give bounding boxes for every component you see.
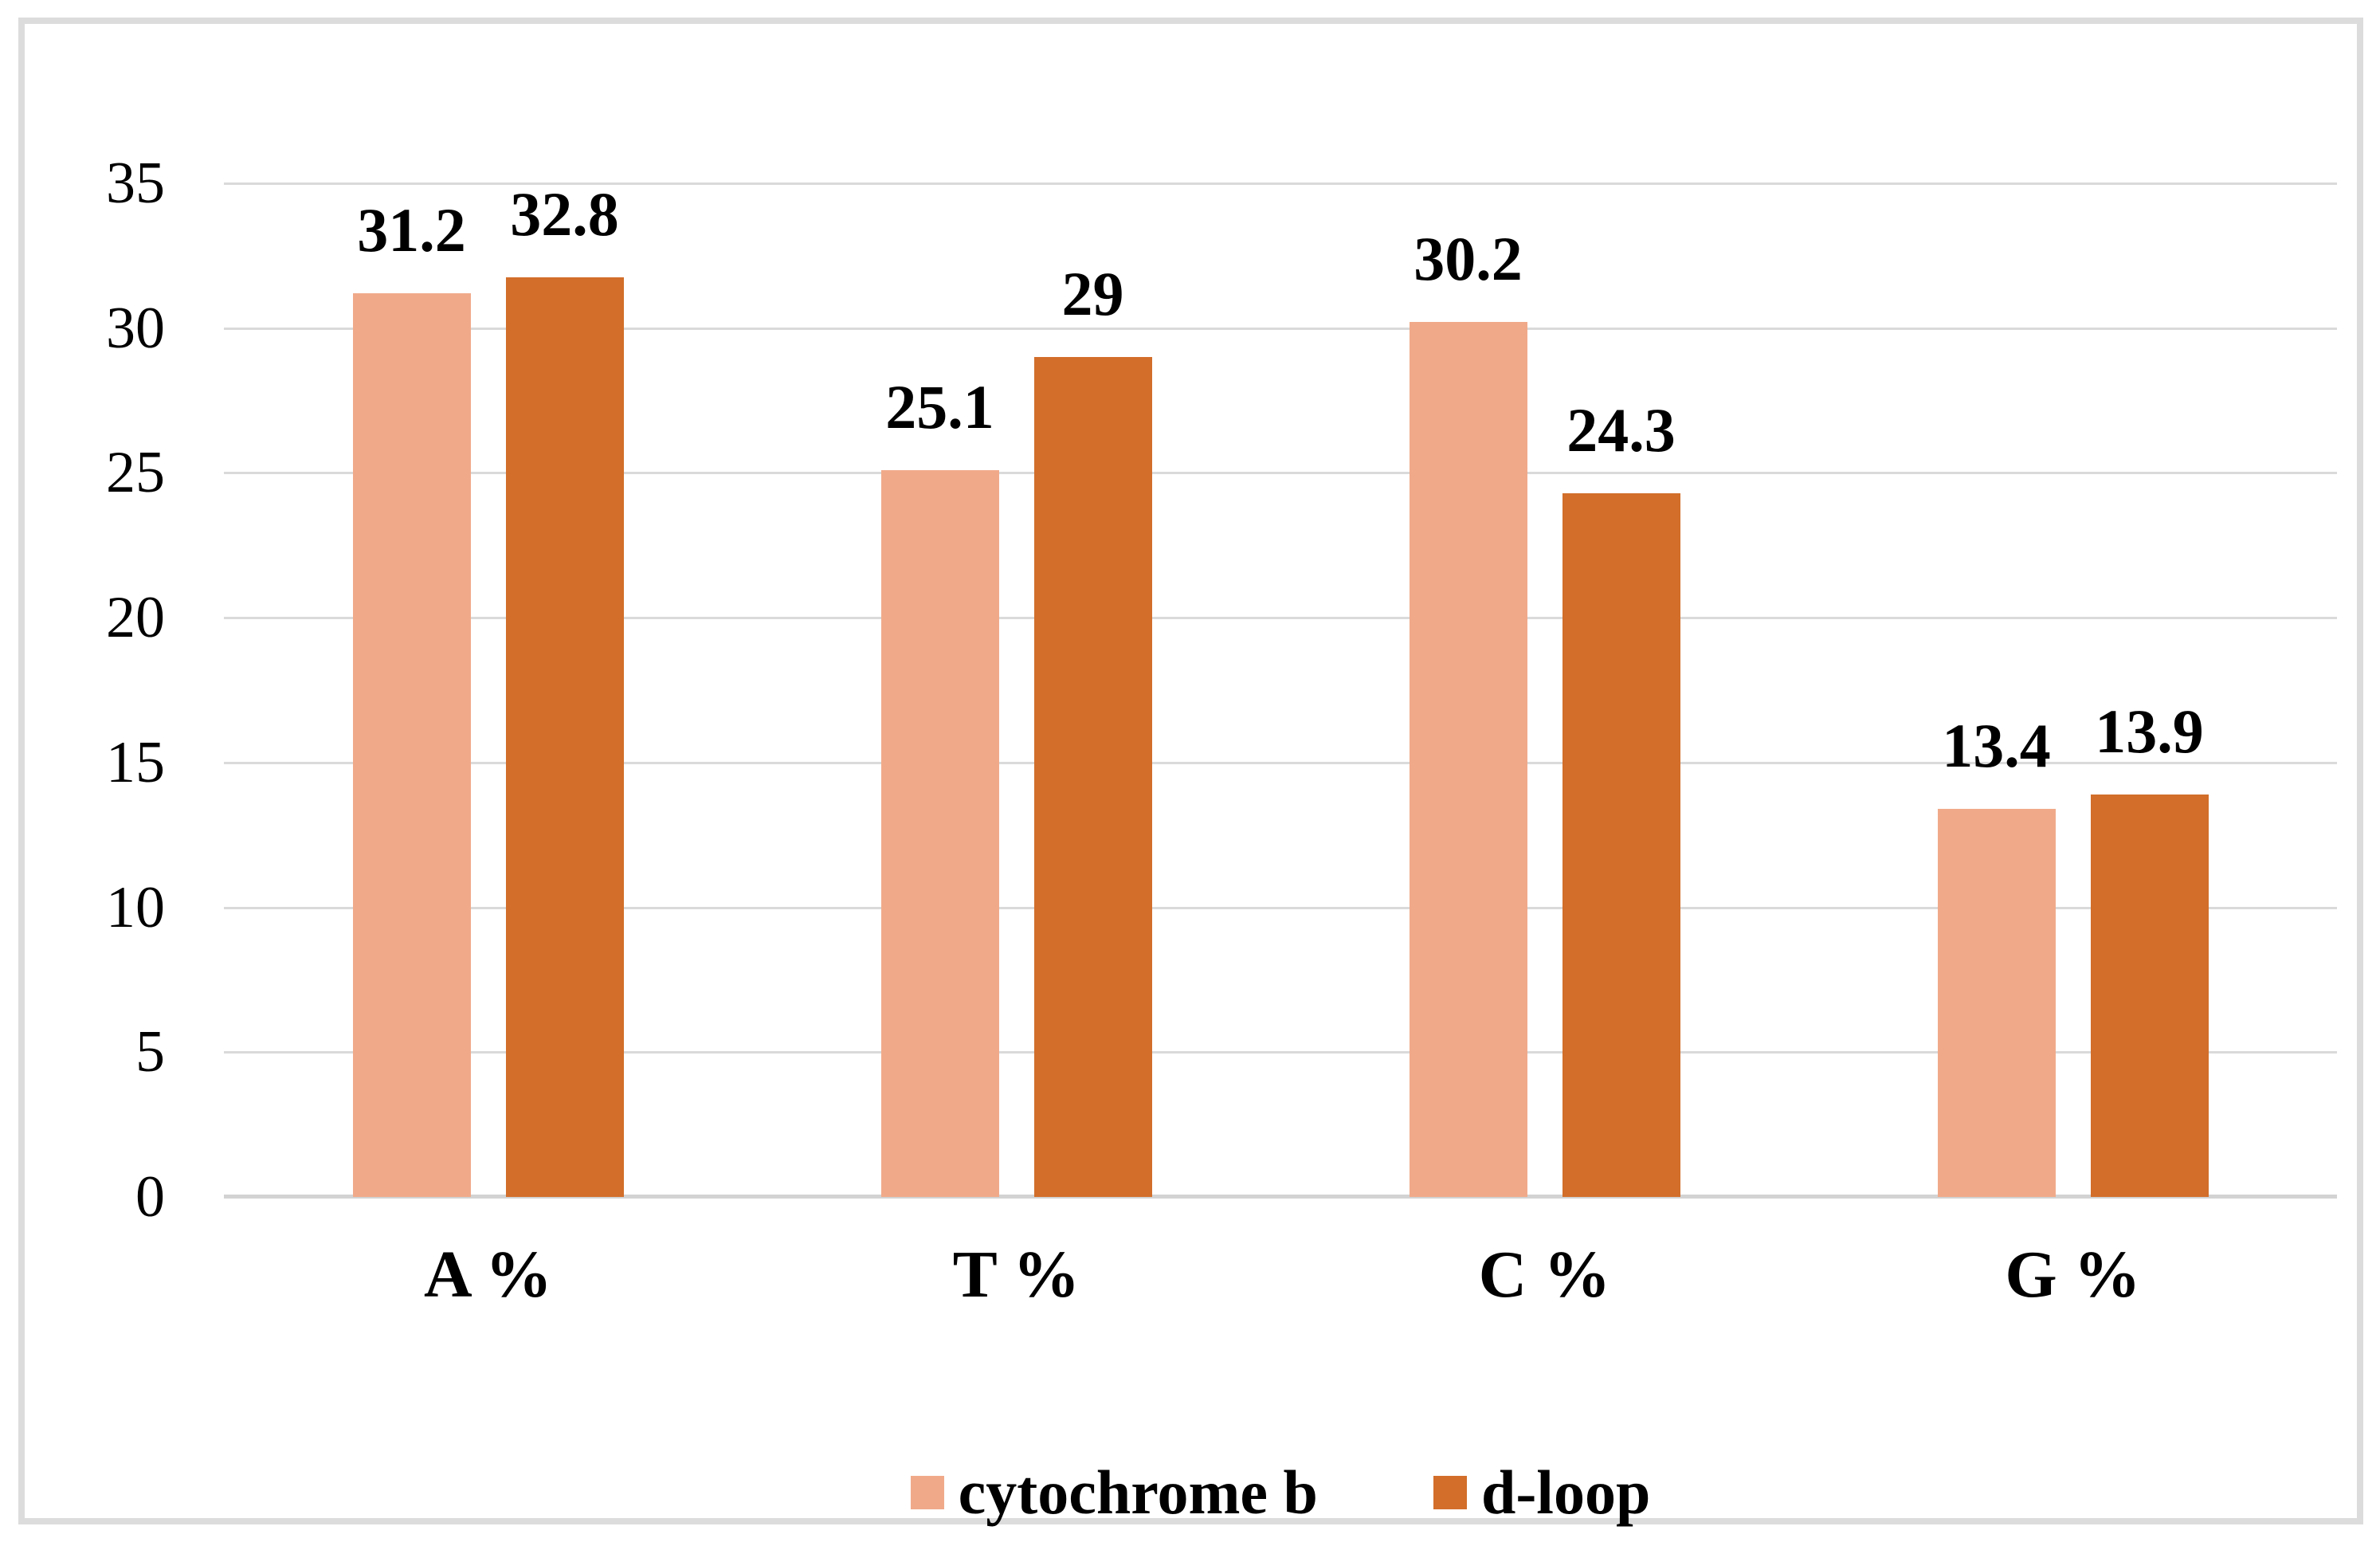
x-axis-labels: A % T % C % G % [224, 1242, 2337, 1309]
bar-with-label: 31.2 [352, 183, 471, 1197]
legend-swatch-cytochrome-b [910, 1476, 944, 1509]
gridline [224, 182, 2337, 185]
bar-value-label: 30.2 [1413, 224, 1523, 294]
bar [352, 293, 471, 1197]
legend-label: d-loop [1480, 1458, 1651, 1527]
chart-frame: 0 5 10 15 20 25 30 35 31.2 32.8 25.1 29 30.2 24.3 13.… [18, 18, 2363, 1524]
y-tick-label: 15 [106, 729, 165, 795]
y-tick-label: 10 [106, 874, 165, 940]
y-axis: 0 5 10 15 20 25 30 35 [25, 151, 165, 1229]
bar-value-label: 29 [1061, 259, 1124, 329]
gridline [224, 1195, 2337, 1199]
y-tick-label: 30 [106, 295, 165, 361]
bar-value-label: 32.8 [510, 179, 619, 249]
bar-with-label: 25.1 [880, 183, 999, 1197]
bar [505, 277, 624, 1197]
bar [1409, 322, 1527, 1197]
y-tick-label: 20 [106, 585, 165, 651]
bar-value-label: 31.2 [357, 195, 466, 265]
bar-groups: 31.2 32.8 25.1 29 30.2 24.3 13.4 13.9 [224, 183, 2337, 1197]
y-tick-label: 25 [106, 440, 165, 506]
x-category-label: A % [423, 1238, 553, 1312]
gridline [224, 327, 2337, 330]
bar-value-label: 13.9 [2095, 696, 2204, 766]
gridline [224, 761, 2337, 764]
x-category-label: C % [1478, 1238, 1611, 1312]
legend-item-cytochrome-b: cytochrome b [910, 1458, 1318, 1527]
bar-with-label: 13.9 [2090, 183, 2209, 1197]
y-tick-label: 0 [135, 1164, 165, 1230]
bar [1937, 809, 2056, 1197]
bar-with-label: 13.4 [1937, 183, 2056, 1197]
y-tick-label: 35 [106, 151, 165, 216]
bar-with-label: 30.2 [1409, 183, 1527, 1197]
bar-value-label: 13.4 [1942, 711, 2051, 781]
bar-with-label: 32.8 [505, 179, 624, 1197]
bar-value-label: 25.1 [885, 371, 994, 441]
y-tick-label: 5 [135, 1019, 165, 1085]
bar-with-label: 29 [1033, 183, 1152, 1197]
bar-group: 13.4 13.9 [1809, 183, 2337, 1197]
gridline [224, 617, 2337, 620]
bar [1562, 492, 1680, 1197]
bar-group: 30.2 24.3 [1280, 183, 1809, 1197]
bar [1033, 357, 1152, 1197]
x-category-label: T % [952, 1238, 1080, 1312]
bar [880, 469, 999, 1197]
gridline [224, 906, 2337, 909]
x-category-label: G % [2005, 1238, 2141, 1312]
plot-area: 31.2 32.8 25.1 29 30.2 24.3 13.4 13.9 [224, 182, 2337, 1199]
gridline [224, 1051, 2337, 1054]
bar-group: 31.2 32.8 [224, 183, 752, 1197]
bar-group: 25.1 29 [752, 183, 1280, 1197]
bar-with-label: 24.3 [1562, 183, 1680, 1197]
legend-swatch-d-loop [1433, 1476, 1467, 1509]
bar [2090, 794, 2209, 1197]
bar-value-label: 24.3 [1566, 394, 1676, 465]
legend-item-d-loop: d-loop [1433, 1462, 1650, 1524]
legend: cytochrome b d-loop [224, 1457, 2337, 1528]
legend-label: cytochrome b [958, 1458, 1318, 1527]
gridline [224, 472, 2337, 475]
